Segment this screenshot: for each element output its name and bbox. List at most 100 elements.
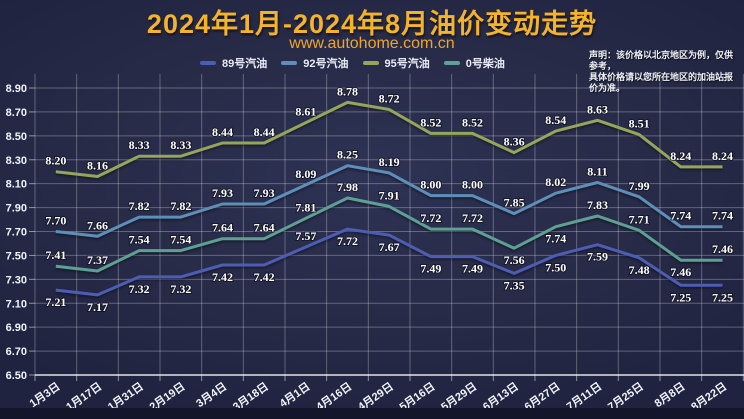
x-axis-label: 8月8日: [652, 380, 688, 410]
series-line-89号汽油: [55, 227, 723, 297]
legend-label: 95号汽油: [384, 58, 430, 70]
data-label-0号柴油: 7.54: [129, 233, 150, 247]
disclaimer-line-1: 声明：该价格以北京地区为例，仅供参考，: [589, 50, 734, 71]
y-axis-label: 8.70: [6, 107, 27, 119]
legend-swatch-icon: [281, 61, 298, 65]
data-label-layer: 7.21 7.17 7.32 7.32 7.42 7.42 7.57 7.72 7.67 7.49…: [44, 83, 734, 315]
data-label-89号汽油: 7.67: [379, 240, 400, 254]
data-label-95号汽油: 8.20: [45, 154, 66, 168]
site-url: www.autohome.com.cn: [289, 35, 455, 52]
data-label-95号汽油: 8.63: [587, 102, 608, 116]
disclaimer-line-2: 具体价格请以您所在地区的加油站报价为准。: [589, 72, 734, 93]
legend-label: 0号柴油: [465, 58, 505, 70]
data-label-0号柴油: 7.72: [420, 211, 441, 225]
data-label-92号汽油: 7.82: [170, 199, 191, 213]
y-axis-label: 7.10: [6, 298, 27, 310]
data-label-92号汽油: 7.99: [629, 179, 650, 193]
grid-layer: [34, 74, 744, 376]
data-label-95号汽油: 8.24: [670, 149, 691, 163]
data-label-89号汽油: 7.32: [129, 282, 150, 296]
data-label-0号柴油: 7.46: [670, 265, 691, 279]
y-axis-label: 8.90: [6, 83, 27, 95]
data-label-0号柴油: 7.72: [462, 211, 483, 225]
data-label-95号汽油: 8.24: [712, 149, 733, 163]
data-label-92号汽油: 7.70: [45, 214, 66, 228]
y-axis-label: 8.30: [6, 155, 27, 167]
series-line-92号汽油: [55, 164, 723, 238]
data-label-0号柴油: 7.64: [254, 221, 275, 235]
data-label-0号柴油: 7.83: [587, 198, 608, 212]
y-axis-label: 7.50: [6, 250, 27, 262]
data-label-0号柴油: 7.71: [629, 212, 650, 226]
legend-item-0: 89号汽油: [200, 55, 267, 71]
data-label-89号汽油: 7.25: [712, 290, 733, 304]
data-label-89号汽油: 7.50: [545, 260, 566, 274]
y-axis-label: 6.50: [6, 370, 27, 382]
data-label-95号汽油: 8.44: [212, 125, 233, 139]
legend-swatch-icon: [443, 61, 460, 65]
data-label-89号汽油: 7.32: [170, 282, 191, 296]
data-label-92号汽油: 8.00: [462, 178, 483, 192]
y-axis-label: 8.50: [6, 131, 27, 143]
data-label-95号汽油: 8.16: [87, 158, 108, 172]
data-label-89号汽油: 7.72: [337, 234, 358, 248]
legend-label: 92号汽油: [303, 58, 349, 70]
data-label-0号柴油: 7.41: [45, 248, 66, 262]
data-label-92号汽油: 8.09: [295, 167, 316, 181]
series-line-95号汽油: [55, 100, 723, 178]
data-label-89号汽油: 7.21: [45, 295, 66, 309]
y-axis-label: 6.70: [6, 346, 27, 358]
data-label-95号汽油: 8.52: [420, 115, 441, 129]
disclaimer-note: 声明：该价格以北京地区为例，仅供参考， 具体价格请以您所在地区的加油站报价为准。: [589, 50, 741, 94]
chart-legend: 89号汽油 92号汽油 95号汽油 0号柴油: [200, 55, 505, 71]
data-label-92号汽油: 7.93: [254, 186, 275, 200]
data-label-95号汽油: 8.78: [337, 84, 358, 98]
legend-label: 89号汽油: [222, 58, 268, 70]
data-label-0号柴油: 7.91: [379, 188, 400, 202]
data-label-92号汽油: 7.66: [87, 218, 108, 232]
data-label-0号柴油: 7.98: [337, 180, 358, 194]
series-line-0号柴油: [55, 196, 723, 273]
data-label-0号柴油: 7.54: [170, 233, 191, 247]
y-axis-label: 6.90: [6, 322, 27, 334]
y-axis-label: 8.10: [6, 179, 27, 191]
data-label-95号汽油: 8.33: [170, 138, 191, 152]
data-label-92号汽油: 8.19: [379, 155, 400, 169]
series-layer: [55, 100, 723, 297]
data-label-95号汽油: 8.44: [254, 125, 275, 139]
data-label-95号汽油: 8.36: [504, 135, 525, 149]
data-label-89号汽油: 7.17: [87, 300, 108, 314]
data-label-89号汽油: 7.42: [254, 270, 275, 284]
data-label-92号汽油: 8.25: [337, 148, 358, 162]
legend-item-2: 95号汽油: [362, 55, 430, 71]
data-label-95号汽油: 8.51: [629, 117, 650, 131]
data-label-0号柴油: 7.56: [504, 253, 525, 267]
x-axis-label: 3月4日: [194, 380, 230, 410]
y-axis-label: 7.30: [6, 274, 27, 286]
data-label-95号汽油: 8.72: [379, 92, 400, 106]
data-label-0号柴油: 7.37: [87, 253, 108, 267]
data-label-95号汽油: 8.61: [295, 105, 316, 119]
data-label-92号汽油: 7.74: [712, 209, 733, 223]
data-label-92号汽油: 7.85: [504, 196, 525, 210]
data-label-89号汽油: 7.49: [420, 262, 441, 276]
data-label-95号汽油: 8.52: [462, 115, 483, 129]
data-label-92号汽油: 8.02: [545, 175, 566, 189]
data-label-89号汽油: 7.42: [212, 270, 233, 284]
data-label-0号柴油: 7.74: [545, 232, 566, 246]
page-title: 2024年1月-2024年8月油价变动走势: [146, 9, 598, 39]
legend-swatch-icon: [200, 61, 216, 65]
data-label-92号汽油: 8.11: [587, 164, 607, 178]
data-label-92号汽油: 7.74: [670, 209, 691, 223]
legend-item-1: 92号汽油: [281, 55, 349, 71]
data-label-92号汽油: 7.82: [129, 199, 150, 213]
data-label-92号汽油: 7.93: [212, 186, 233, 200]
x-axis-label: 4月1日: [277, 380, 313, 410]
data-label-92号汽油: 8.00: [420, 178, 441, 192]
data-label-89号汽油: 7.35: [504, 278, 525, 292]
bottom-shadow-strip: [0, 408, 744, 419]
data-label-0号柴油: 7.46: [712, 242, 733, 256]
data-label-89号汽油: 7.57: [295, 229, 316, 243]
y-axis-label: 7.70: [6, 227, 27, 239]
